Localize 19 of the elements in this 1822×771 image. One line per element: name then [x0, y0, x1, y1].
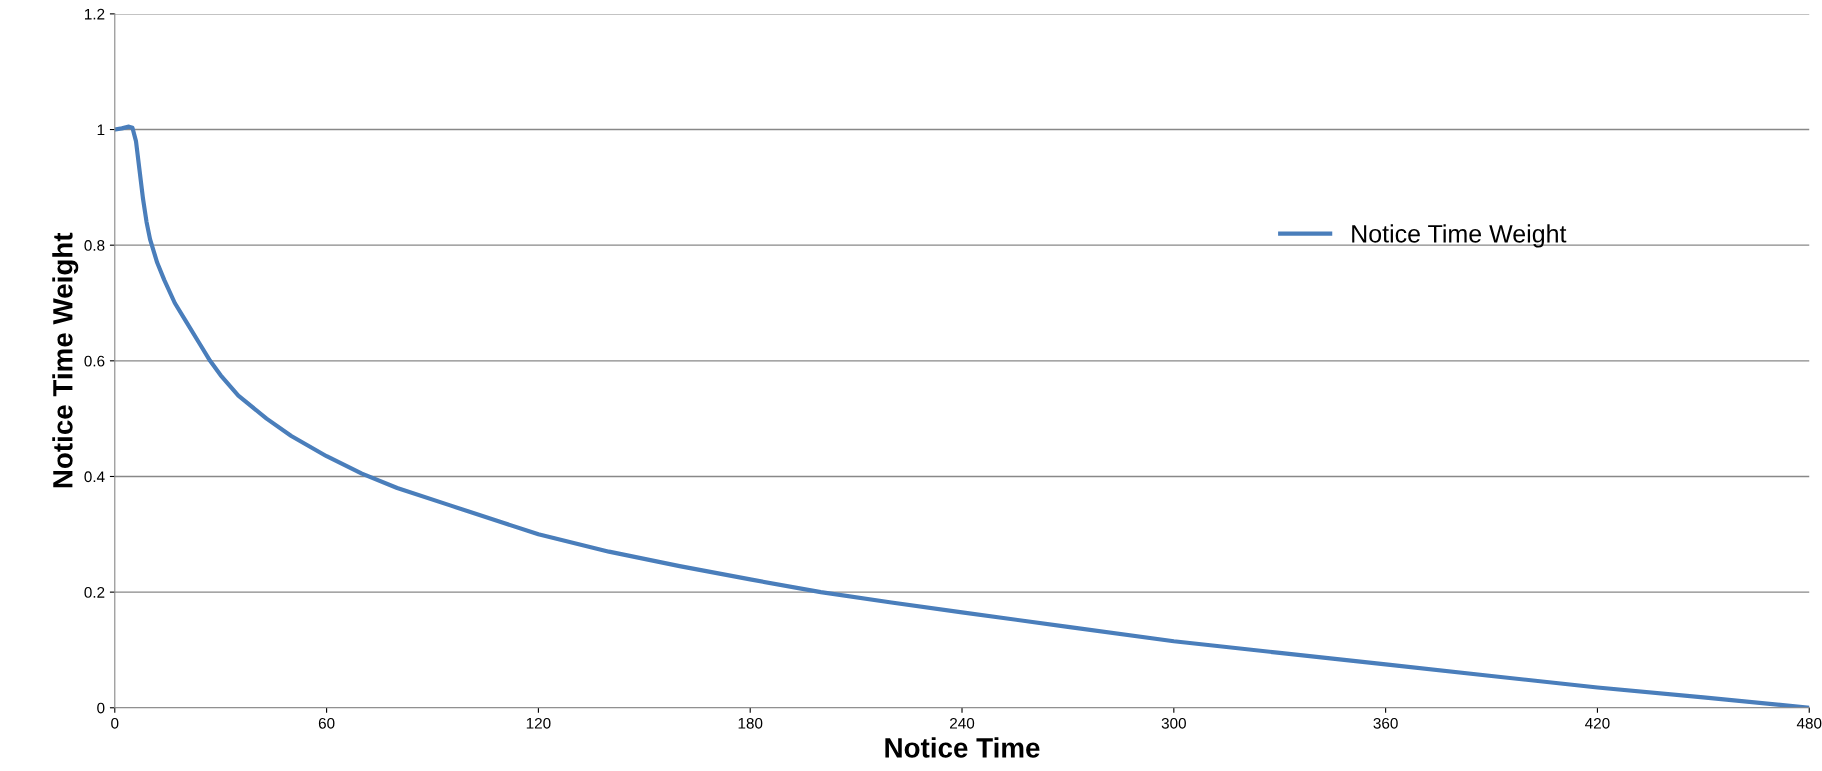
y-tick-label: 0.2	[84, 587, 105, 598]
x-axis-title: Notice Time	[885, 737, 1040, 758]
x-tick-label: 120	[526, 717, 551, 729]
y-tick-label: 0	[97, 702, 105, 714]
y-tick-label: 1	[97, 124, 105, 136]
x-tick-label: 0	[111, 717, 119, 729]
y-tick-label: 0.8	[84, 240, 105, 251]
x-tick-label: 360	[1373, 717, 1398, 729]
x-tick-label: 60	[318, 717, 335, 729]
x-tick-label: 420	[1585, 717, 1610, 729]
legend-label: Notice Time Weight	[1352, 224, 1567, 248]
x-tick-label: 240	[950, 717, 975, 729]
y-tick-label: 1.2	[84, 8, 105, 20]
y-axis-title: Notice Time Weight	[52, 232, 79, 488]
y-tick-label: 0.6	[84, 355, 105, 367]
y-tick-label: 0.4	[84, 471, 105, 483]
x-tick-label: 180	[738, 717, 763, 729]
x-tick-label: 480	[1796, 717, 1822, 729]
x-tick-label: 300	[1161, 717, 1186, 729]
